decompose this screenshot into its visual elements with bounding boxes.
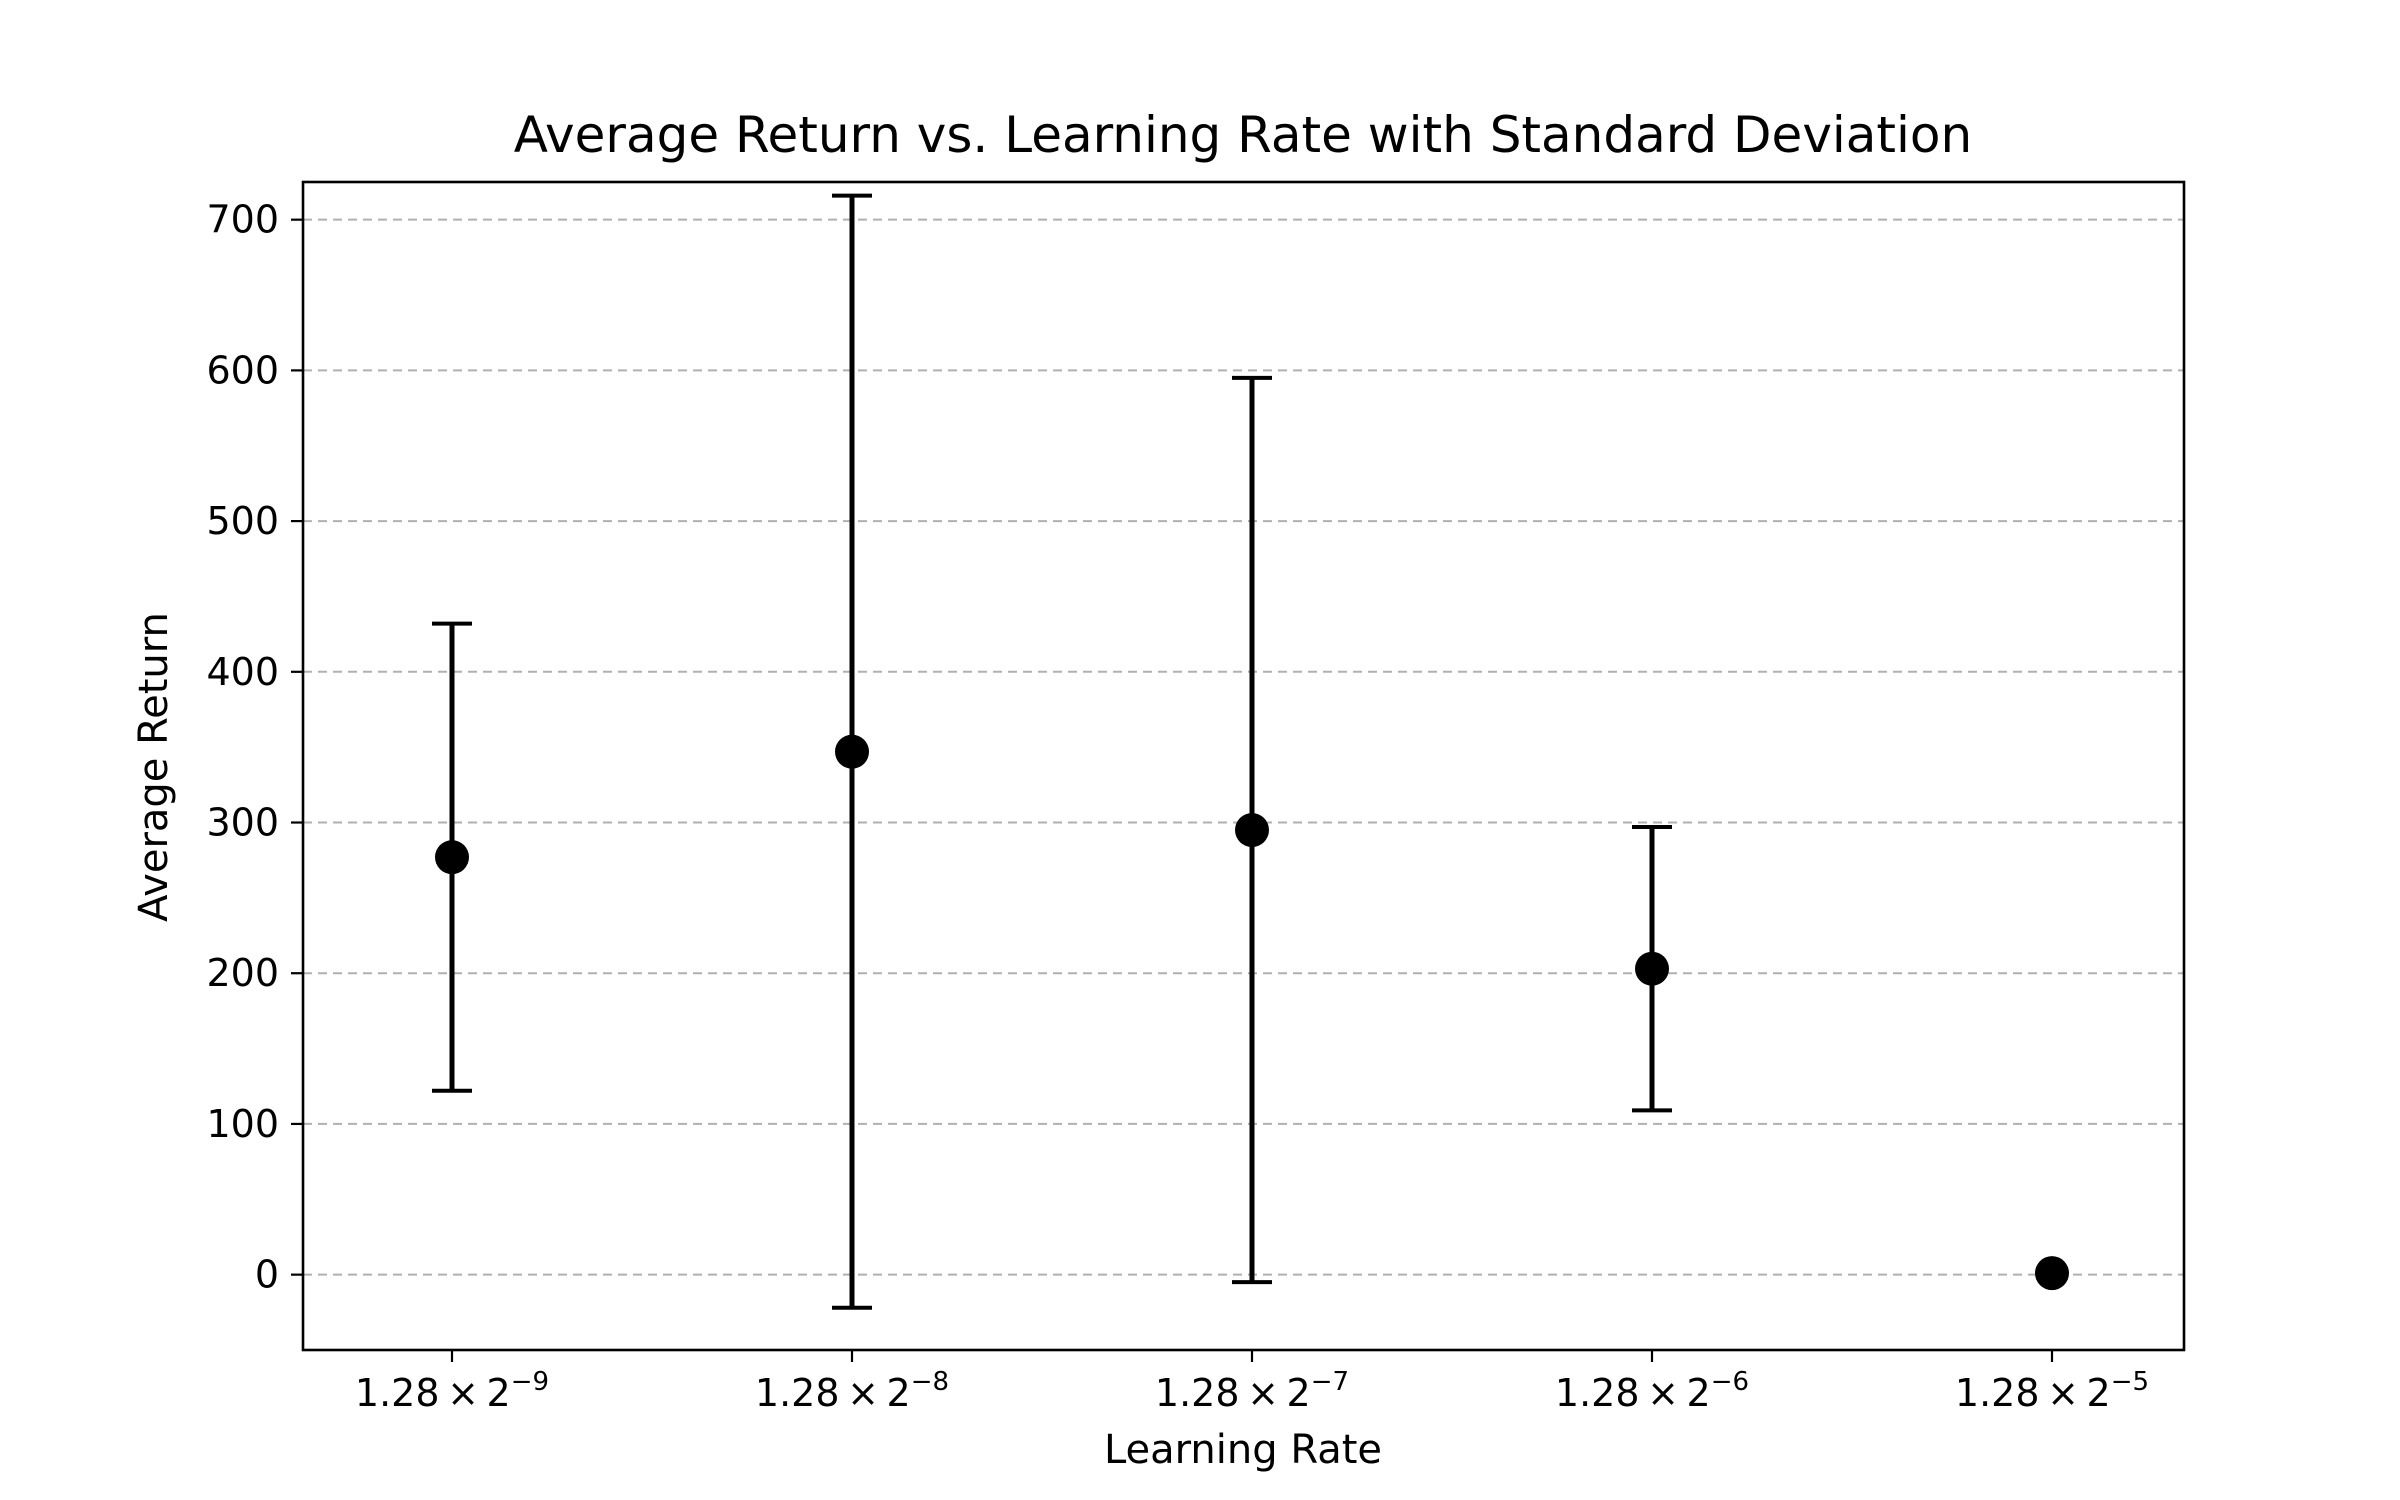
plot-frame [301,180,2186,1352]
grid-lines [303,218,2184,1276]
x-tick-base: 1.28 × 2 [755,1371,911,1415]
y-tick-label: 100 [206,1102,279,1146]
x-axis-label: Learning Rate [1104,1427,1382,1473]
y-tick-label: 600 [206,348,279,392]
x-tick-label: 1.28 × 2−7 [1155,1367,1349,1415]
data-point [2035,1256,2069,1291]
x-ticks: 1.28 × 2−9 1.28 × 2−8 1.28 × 2−7 1.28 × 2−6… [355,1350,2149,1415]
y-tick-label: 200 [206,951,279,995]
chart-title: Average Return vs. Learning Rate with St… [514,106,1972,164]
y-tick-label: 0 [255,1253,279,1297]
x-tick-label: 1.28 × 2−5 [1955,1367,2149,1415]
x-tick-exponent: −6 [1711,1367,1749,1397]
data-point [1235,813,1269,848]
data-point [1635,951,1669,986]
y-axis-label: Average Return [131,612,177,922]
error-bars [432,193,1672,1310]
x-tick-base: 1.28 × 2 [355,1371,511,1415]
x-tick-label: 1.28 × 2−9 [355,1367,549,1415]
y-tick-label: 700 [206,198,279,242]
x-tick-label: 1.28 × 2−6 [1555,1367,1749,1415]
x-tick-exponent: −9 [511,1367,549,1397]
y-tick-label: 500 [206,499,279,543]
y-tick-label: 300 [206,801,279,845]
x-tick-base: 1.28 × 2 [1555,1371,1711,1415]
data-point [435,840,469,875]
x-tick-label: 1.28 × 2−8 [755,1367,949,1415]
data-point [835,734,869,769]
x-tick-exponent: −7 [1311,1367,1349,1397]
y-ticks: 0 100 200 300 400 500 600 700 [206,198,303,1297]
x-tick-base: 1.28 × 2 [1155,1371,1311,1415]
x-tick-exponent: −5 [2111,1367,2149,1397]
y-tick-label: 400 [206,650,279,694]
data-points [435,734,2069,1291]
x-tick-base: 1.28 × 2 [1955,1371,2111,1415]
x-tick-exponent: −8 [911,1367,949,1397]
